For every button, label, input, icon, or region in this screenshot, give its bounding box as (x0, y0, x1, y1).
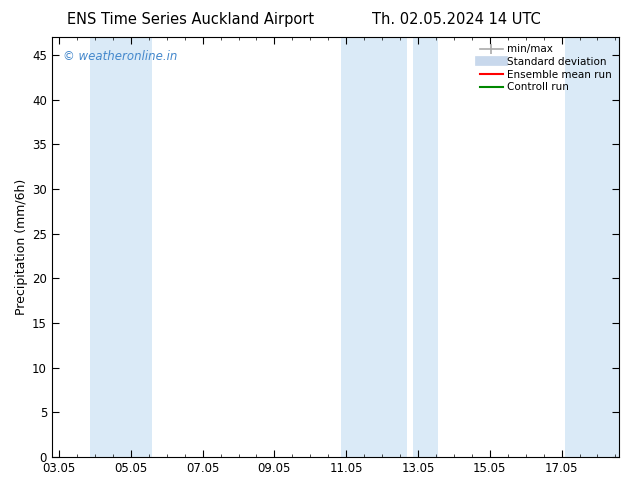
Bar (565, 37, 619, 457)
Legend: min/max, Standard deviation, Ensemble mean run, Controll run: min/max, Standard deviation, Ensemble me… (478, 42, 614, 94)
Bar (341, 37, 407, 457)
Bar (89, 37, 152, 457)
Text: © weatheronline.in: © weatheronline.in (63, 49, 178, 63)
Y-axis label: Precipitation (mm/6h): Precipitation (mm/6h) (15, 179, 28, 315)
Text: Th. 02.05.2024 14 UTC: Th. 02.05.2024 14 UTC (372, 12, 541, 27)
Text: ENS Time Series Auckland Airport: ENS Time Series Auckland Airport (67, 12, 314, 27)
Bar (413, 37, 437, 457)
